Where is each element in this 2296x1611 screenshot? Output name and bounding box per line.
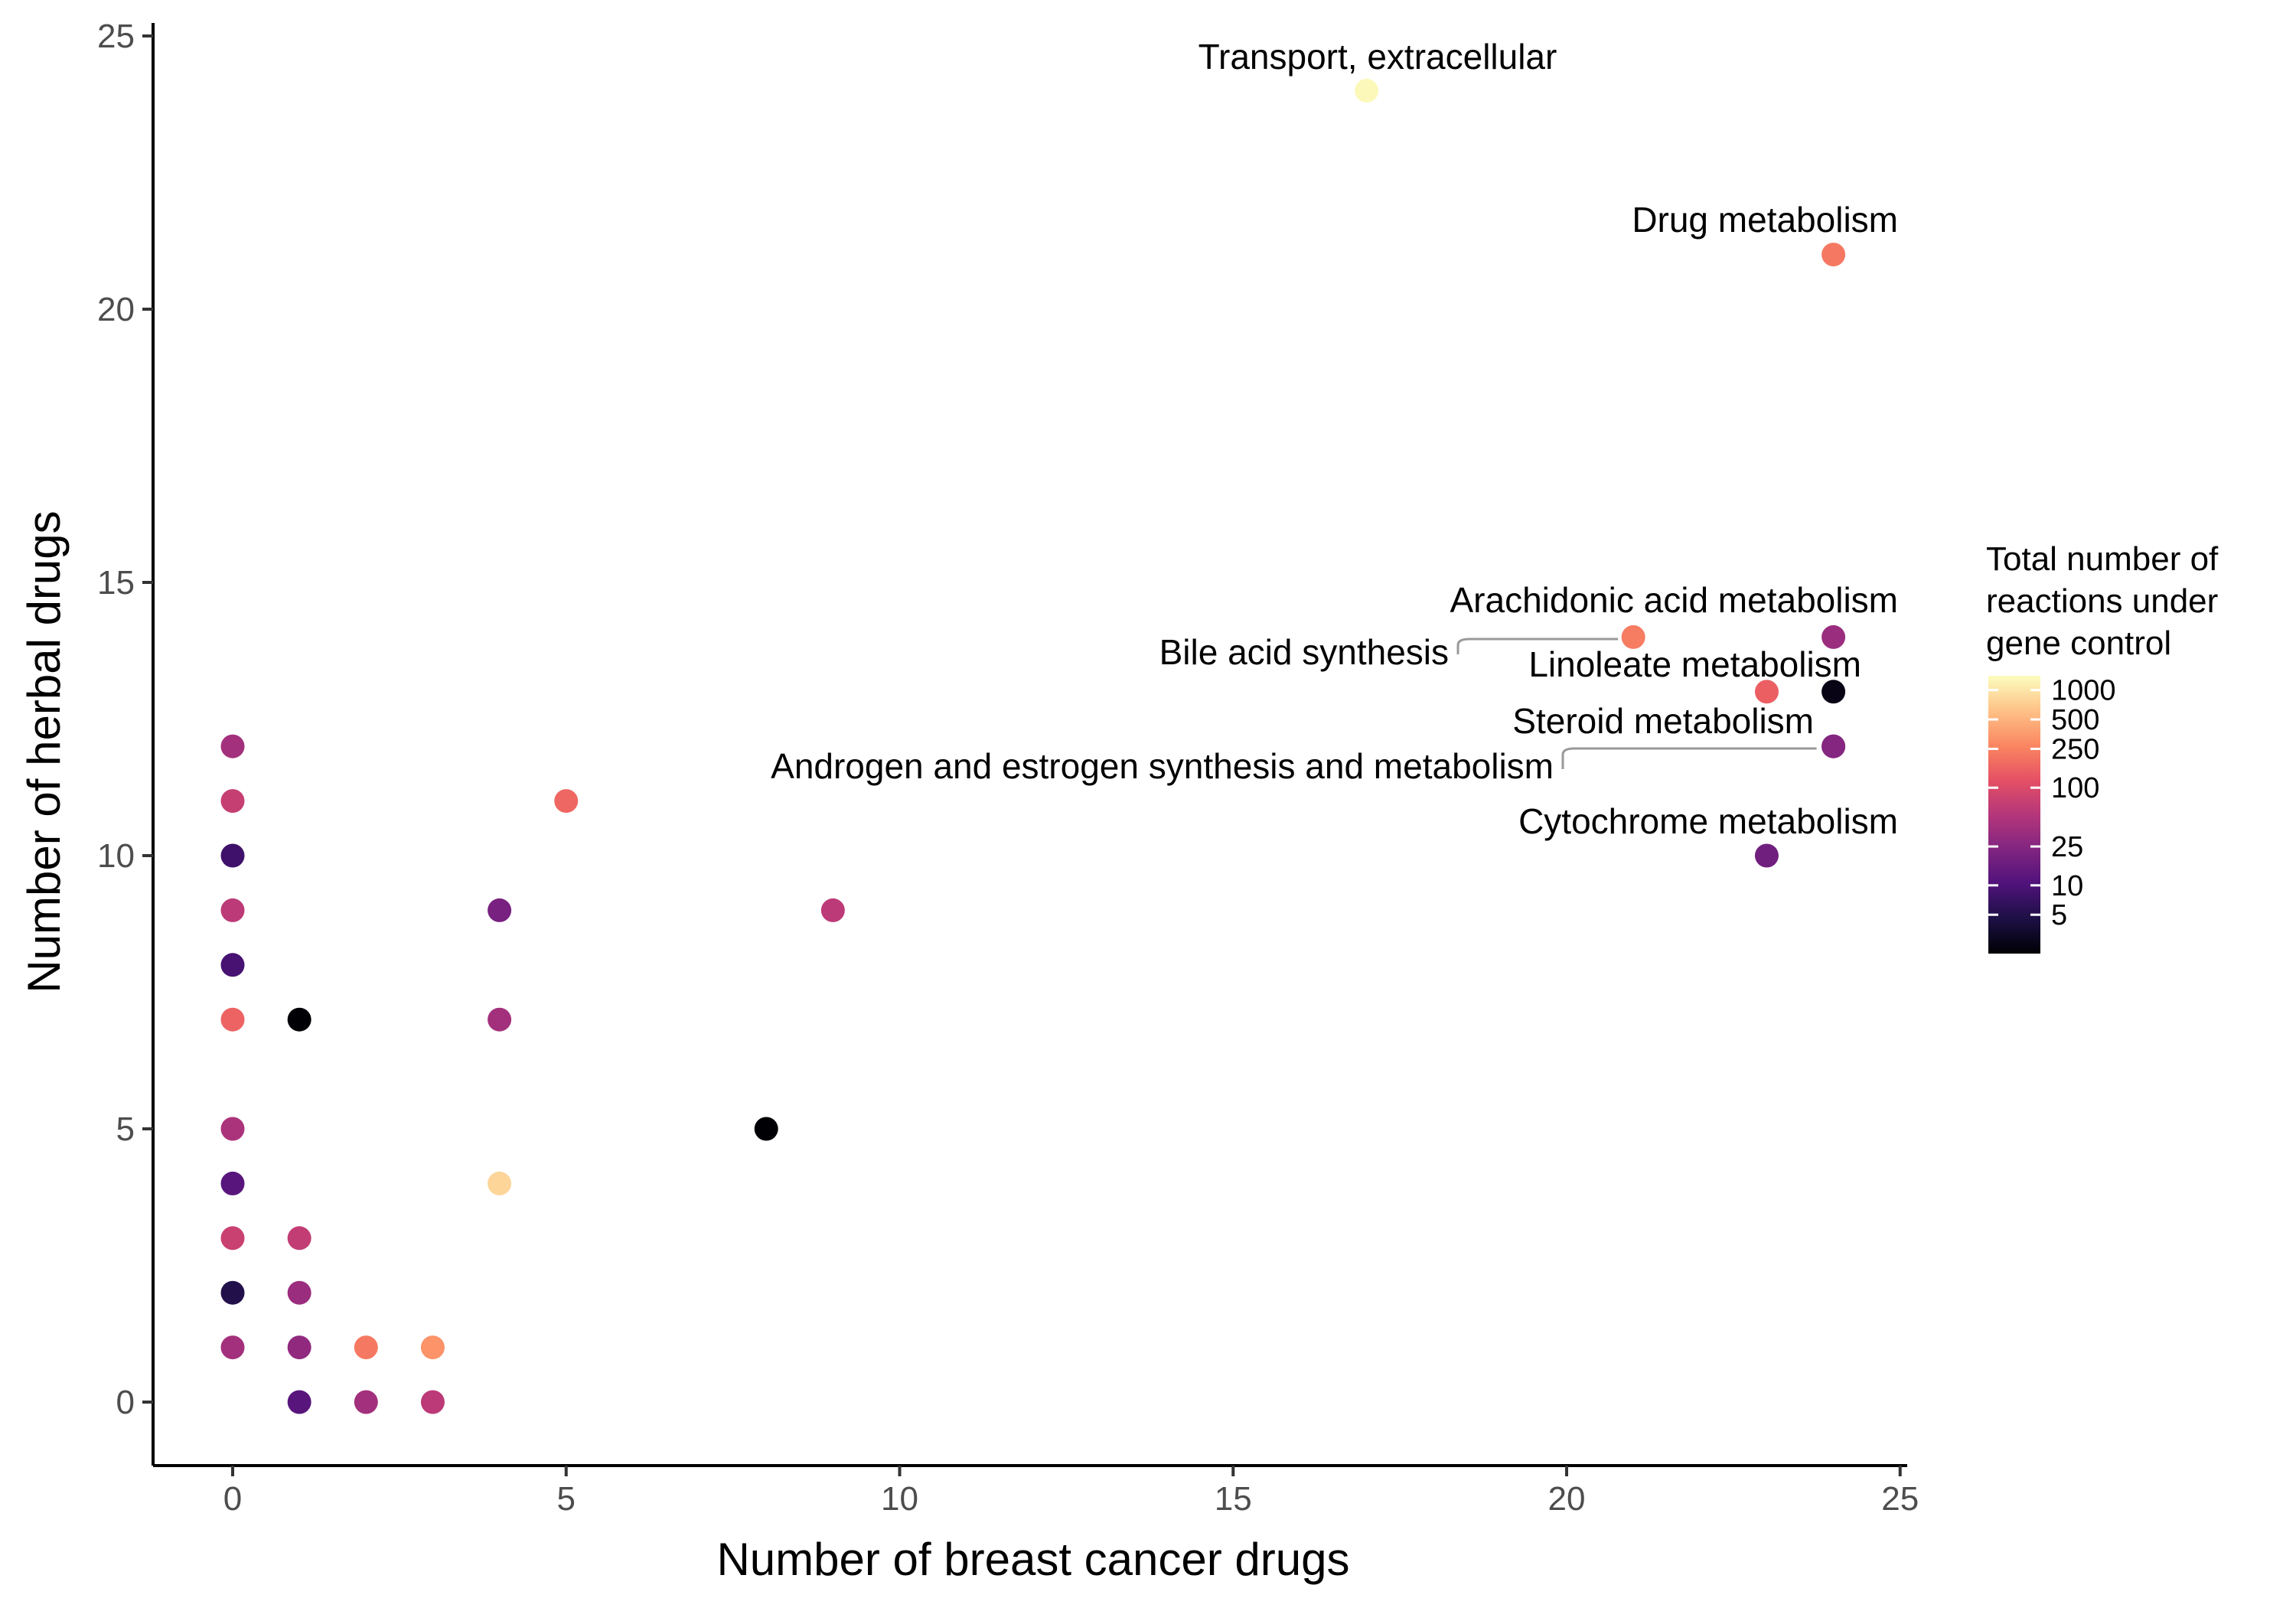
data-point: [220, 1280, 245, 1305]
data-point: [1821, 625, 1846, 649]
data-point: [420, 1335, 445, 1360]
point-labels: Transport, extracellular Drug metabolism B…: [771, 37, 1898, 841]
data-point: [488, 898, 512, 922]
legend-tick-label: 5: [2051, 899, 2067, 931]
axes: 0 5 10 15 20 25 0 5 10 15 20 25 Number of breast can…: [18, 18, 1919, 1585]
data-point: [220, 734, 245, 758]
point-label: Linoleate metabolism: [1528, 644, 1861, 684]
data-point: [1754, 680, 1779, 704]
data-point: [1821, 734, 1846, 758]
x-tick-label: 5: [557, 1480, 576, 1518]
data-point: [488, 1007, 512, 1032]
data-point: [220, 1226, 245, 1251]
data-point: [287, 1280, 311, 1305]
point-label: Transport, extracellular: [1199, 37, 1557, 77]
data-point: [488, 1171, 512, 1195]
legend-title-line: gene control: [1986, 625, 2171, 662]
data-point: [1821, 243, 1846, 267]
x-axis-title: Number of breast cancer drugs: [716, 1534, 1349, 1585]
data-points: [220, 78, 1846, 1414]
data-point: [287, 1335, 311, 1360]
data-point: [220, 789, 245, 814]
data-point: [220, 1335, 245, 1360]
data-point: [1355, 78, 1379, 103]
data-point: [1621, 625, 1645, 649]
y-tick-label: 20: [97, 291, 135, 328]
legend-title-line: Total number of: [1986, 540, 2219, 578]
legend: Total number of reactions under gene contr…: [1986, 540, 2219, 954]
legend-tick-label: 500: [2051, 704, 2099, 736]
data-point: [220, 953, 245, 977]
data-point: [420, 1390, 445, 1414]
label-connector: [1456, 638, 1619, 654]
legend-colorbar: [1988, 676, 2040, 954]
x-tick-label: 10: [881, 1480, 918, 1518]
label-connector: [1561, 747, 1817, 769]
y-tick-label: 0: [116, 1384, 135, 1421]
data-point: [354, 1390, 378, 1414]
label-connectors: [1456, 638, 1817, 769]
data-point: [354, 1335, 378, 1360]
legend-tick-label: 100: [2051, 772, 2099, 804]
data-point: [554, 789, 579, 814]
data-point: [220, 843, 245, 868]
point-label: Arachidonic acid metabolism: [1450, 580, 1899, 620]
point-label: Bile acid synthesis: [1159, 632, 1449, 672]
data-point: [754, 1117, 778, 1141]
legend-tick-label: 25: [2051, 831, 2083, 863]
legend-tick-label: 1000: [2051, 675, 2116, 707]
data-point: [287, 1226, 311, 1251]
point-label: Cytochrome metabolism: [1518, 801, 1898, 841]
x-tick-label: 20: [1548, 1480, 1586, 1518]
y-tick-label: 10: [97, 837, 135, 875]
data-point: [287, 1007, 311, 1032]
data-point: [220, 1171, 245, 1195]
x-tick-label: 25: [1881, 1480, 1919, 1518]
point-label: Drug metabolism: [1632, 200, 1898, 240]
x-tick-label: 0: [223, 1480, 242, 1518]
legend-title-line: reactions under: [1986, 582, 2218, 620]
y-tick-label: 15: [97, 564, 135, 602]
y-tick-label: 25: [97, 18, 135, 55]
point-label: Androgen and estrogen synthesis and meta…: [771, 746, 1554, 786]
legend-tick-label: 10: [2051, 870, 2083, 902]
data-point: [220, 1007, 245, 1032]
data-point: [820, 898, 845, 922]
x-tick-label: 15: [1215, 1480, 1252, 1518]
data-point: [1821, 680, 1846, 704]
legend-tick-label: 250: [2051, 733, 2099, 765]
data-point: [1754, 843, 1779, 868]
point-label: Steroid metabolism: [1512, 701, 1814, 741]
y-tick-label: 5: [116, 1110, 135, 1148]
y-axis-title: Number of herbal drugs: [18, 510, 70, 993]
data-point: [220, 1117, 245, 1141]
data-point: [287, 1390, 311, 1414]
data-point: [220, 898, 245, 922]
